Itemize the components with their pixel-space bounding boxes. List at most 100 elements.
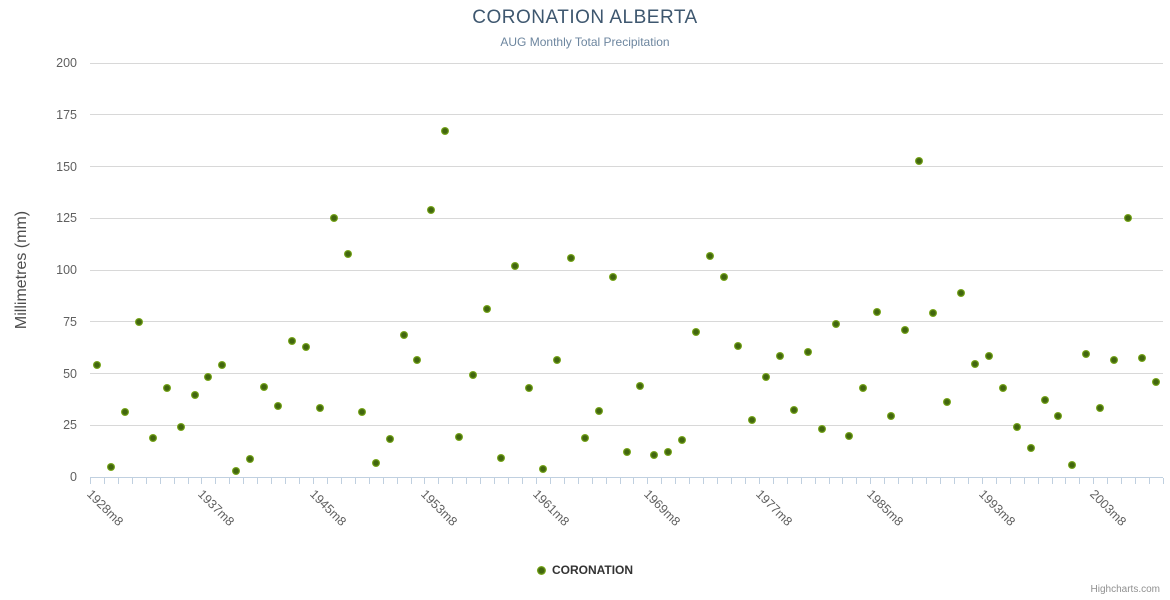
x-axis-tick [549,477,551,484]
data-point[interactable] [747,416,756,425]
data-point[interactable] [246,455,255,464]
x-axis-label: 1953m8 [418,487,461,529]
data-point[interactable] [371,458,380,467]
data-point[interactable] [552,356,561,365]
data-point[interactable] [455,432,464,441]
data-point[interactable] [190,391,199,400]
x-axis-tick [521,477,523,484]
data-point[interactable] [204,372,213,381]
data-point[interactable] [915,157,924,166]
data-point[interactable] [441,127,450,136]
data-point[interactable] [664,448,673,457]
x-axis-label: 1969m8 [641,487,684,529]
data-point[interactable] [943,398,951,407]
data-point[interactable] [148,433,157,442]
data-point[interactable] [901,326,910,335]
data-point[interactable] [887,411,896,420]
data-point[interactable] [427,205,436,214]
x-axis-tick [772,477,774,484]
data-point[interactable] [1138,353,1147,362]
data-point[interactable] [678,435,687,444]
data-point[interactable] [162,383,171,392]
data-point[interactable] [538,464,547,473]
data-point[interactable] [706,251,715,260]
x-axis-tick [410,477,412,484]
x-axis-tick [173,477,175,484]
data-point[interactable] [956,288,965,297]
legend-item-coronation[interactable]: CORONATION [536,563,633,577]
data-point[interactable] [1026,444,1035,453]
x-axis-tick [1163,477,1164,484]
data-point[interactable] [134,317,143,326]
data-point[interactable] [511,261,520,270]
data-point[interactable] [873,308,882,317]
data-point[interactable] [970,360,979,369]
x-axis-tick [508,477,510,484]
data-point[interactable] [998,383,1007,392]
data-point[interactable] [692,328,701,337]
x-axis-tick [689,477,691,484]
data-point[interactable] [622,448,631,457]
data-point[interactable] [859,383,868,392]
data-point[interactable] [720,273,729,282]
x-axis-tick [717,477,719,484]
data-point[interactable] [803,347,812,356]
data-point[interactable] [1110,356,1119,365]
data-point[interactable] [929,309,938,318]
data-point[interactable] [1040,396,1049,405]
data-point[interactable] [343,250,352,259]
data-point[interactable] [232,466,241,475]
x-axis-tick [633,477,635,484]
data-point[interactable] [1152,377,1161,386]
y-gridline [90,321,1163,323]
y-gridline [90,217,1163,219]
data-point[interactable] [845,431,854,440]
data-point[interactable] [301,342,310,351]
data-point[interactable] [357,407,366,416]
data-point[interactable] [329,214,338,223]
data-point[interactable] [483,305,492,314]
data-point[interactable] [817,425,826,434]
data-point[interactable] [176,423,185,432]
data-point[interactable] [120,407,129,416]
x-axis-tick [898,477,900,484]
data-point[interactable] [1012,423,1021,432]
data-point[interactable] [106,462,115,471]
x-axis-tick [856,477,858,484]
data-point[interactable] [274,401,283,410]
data-point[interactable] [288,337,297,346]
data-point[interactable] [524,383,533,392]
x-axis-tick [103,477,105,484]
data-point[interactable] [1096,403,1105,412]
data-point[interactable] [1068,460,1077,469]
data-point[interactable] [92,361,101,370]
data-point[interactable] [831,319,840,328]
data-point[interactable] [315,403,324,412]
data-point[interactable] [984,351,993,360]
data-point[interactable] [385,434,394,443]
data-point[interactable] [580,433,589,442]
x-axis-tick [1107,477,1109,484]
data-point[interactable] [469,370,478,379]
data-point[interactable] [733,341,742,350]
data-point[interactable] [497,454,506,463]
data-point[interactable] [399,331,408,340]
data-point[interactable] [260,382,269,391]
data-point[interactable] [1082,349,1091,358]
data-point[interactable] [1124,214,1133,223]
y-gridline [90,62,1163,64]
data-point[interactable] [1054,411,1063,420]
data-point[interactable] [218,361,227,370]
data-point[interactable] [594,406,603,415]
data-point[interactable] [775,351,784,360]
data-point[interactable] [608,273,617,282]
data-point[interactable] [761,372,770,381]
data-point[interactable] [413,356,422,365]
y-gridline [90,269,1163,271]
data-point[interactable] [636,381,645,390]
data-point[interactable] [789,405,798,414]
x-axis-tick [1065,477,1067,484]
data-point[interactable] [566,253,575,262]
highcharts-credits-link[interactable]: Highcharts.com [1090,584,1160,595]
data-point[interactable] [650,451,659,460]
